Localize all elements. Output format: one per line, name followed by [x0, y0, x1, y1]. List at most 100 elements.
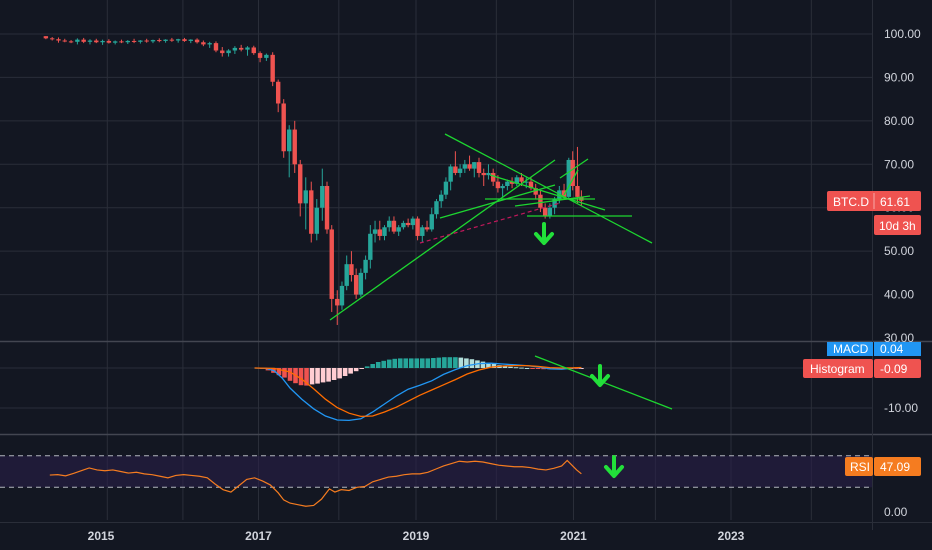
candle[interactable] — [56, 37, 61, 43]
candle[interactable] — [49, 37, 55, 41]
candle[interactable] — [94, 38, 99, 44]
candle[interactable] — [163, 39, 168, 43]
candle[interactable] — [382, 225, 387, 241]
candle[interactable] — [453, 151, 458, 176]
candle[interactable] — [320, 168, 325, 221]
candle[interactable] — [131, 38, 137, 44]
candle[interactable] — [81, 37, 86, 44]
candle[interactable] — [119, 39, 124, 44]
candle[interactable] — [270, 52, 275, 87]
candle[interactable] — [410, 216, 416, 230]
candle[interactable] — [514, 175, 519, 187]
price-down-arrow[interactable] — [534, 222, 554, 245]
macd-panel[interactable] — [254, 357, 584, 422]
candle[interactable] — [329, 225, 334, 312]
candle[interactable] — [112, 40, 118, 45]
candle[interactable] — [570, 151, 575, 191]
candle[interactable] — [194, 38, 200, 44]
candle[interactable] — [387, 216, 392, 232]
candle[interactable] — [324, 181, 330, 234]
candle[interactable] — [349, 251, 354, 282]
candle[interactable] — [476, 157, 482, 178]
candle[interactable] — [363, 255, 368, 280]
candle[interactable] — [157, 38, 162, 43]
candle[interactable] — [213, 41, 219, 53]
panel-separators[interactable] — [0, 340, 932, 436]
candle[interactable] — [220, 47, 225, 57]
candle[interactable] — [505, 179, 510, 191]
candle[interactable] — [552, 196, 557, 215]
candle[interactable] — [424, 220, 430, 232]
candle[interactable] — [287, 125, 292, 178]
candle[interactable] — [207, 41, 212, 48]
candle[interactable] — [377, 220, 382, 241]
candle[interactable] — [303, 177, 308, 230]
candle[interactable] — [245, 46, 250, 56]
histogram-badge[interactable]: Histogram -0.09 — [803, 359, 921, 378]
candle[interactable] — [457, 164, 463, 178]
candle[interactable] — [472, 162, 477, 178]
candle[interactable] — [62, 38, 67, 43]
candle[interactable] — [358, 268, 364, 297]
candle[interactable] — [335, 290, 340, 325]
candle[interactable] — [420, 225, 425, 243]
candle[interactable] — [481, 168, 486, 187]
candle[interactable] — [353, 268, 359, 299]
rsi-panel[interactable] — [0, 455, 872, 507]
candle[interactable] — [344, 255, 349, 291]
rsi-down-arrow[interactable] — [604, 455, 624, 478]
candle[interactable] — [405, 218, 411, 228]
candle[interactable] — [188, 39, 193, 44]
candle[interactable] — [68, 40, 74, 44]
dotted-trendline[interactable] — [419, 202, 561, 244]
candle[interactable] — [150, 39, 156, 44]
price-axis[interactable]: 100.0090.0080.0070.0060.0050.0040.0030.0… — [872, 0, 922, 530]
candle[interactable] — [439, 190, 444, 208]
candle[interactable] — [43, 36, 49, 40]
candle[interactable] — [169, 37, 175, 42]
candle[interactable] — [462, 159, 468, 173]
descending-trendline[interactable] — [444, 133, 653, 244]
candle[interactable] — [298, 159, 303, 217]
candle[interactable] — [538, 190, 543, 213]
candle[interactable] — [144, 38, 149, 43]
descending-channel-line[interactable] — [489, 174, 606, 211]
rsi-badge[interactable]: RSI 47.09 — [845, 457, 921, 476]
candle[interactable] — [138, 40, 143, 44]
candle[interactable] — [226, 49, 231, 57]
candle[interactable] — [238, 44, 244, 52]
candle[interactable] — [415, 216, 420, 241]
candle[interactable] — [396, 225, 401, 236]
candle[interactable] — [339, 281, 345, 310]
candle[interactable] — [106, 39, 112, 44]
candle[interactable] — [314, 199, 319, 241]
candle[interactable] — [87, 39, 93, 45]
candle[interactable] — [467, 155, 472, 171]
candle[interactable] — [575, 146, 580, 204]
candle[interactable] — [232, 46, 238, 54]
short-support-line[interactable] — [514, 195, 591, 207]
candle[interactable] — [309, 181, 314, 243]
candle[interactable] — [75, 38, 80, 45]
candle[interactable] — [434, 199, 439, 219]
rising-trendline[interactable] — [559, 158, 589, 179]
candle[interactable] — [275, 79, 281, 113]
candle[interactable] — [401, 220, 406, 230]
candle[interactable] — [368, 225, 373, 269]
short-rising-line[interactable] — [563, 169, 579, 196]
candle[interactable] — [486, 164, 491, 180]
candle[interactable] — [490, 168, 496, 187]
candle[interactable] — [257, 51, 263, 63]
candle[interactable] — [292, 120, 297, 173]
candle[interactable] — [372, 220, 378, 243]
candle[interactable] — [264, 53, 269, 61]
candle[interactable] — [443, 177, 449, 200]
ascending-trendline[interactable] — [329, 159, 556, 321]
candle[interactable] — [182, 37, 187, 42]
candle[interactable] — [533, 183, 538, 200]
candle[interactable] — [500, 183, 505, 197]
candle[interactable] — [448, 164, 453, 191]
channel-trendline[interactable] — [439, 184, 556, 219]
macd-down-arrow[interactable] — [590, 364, 610, 387]
